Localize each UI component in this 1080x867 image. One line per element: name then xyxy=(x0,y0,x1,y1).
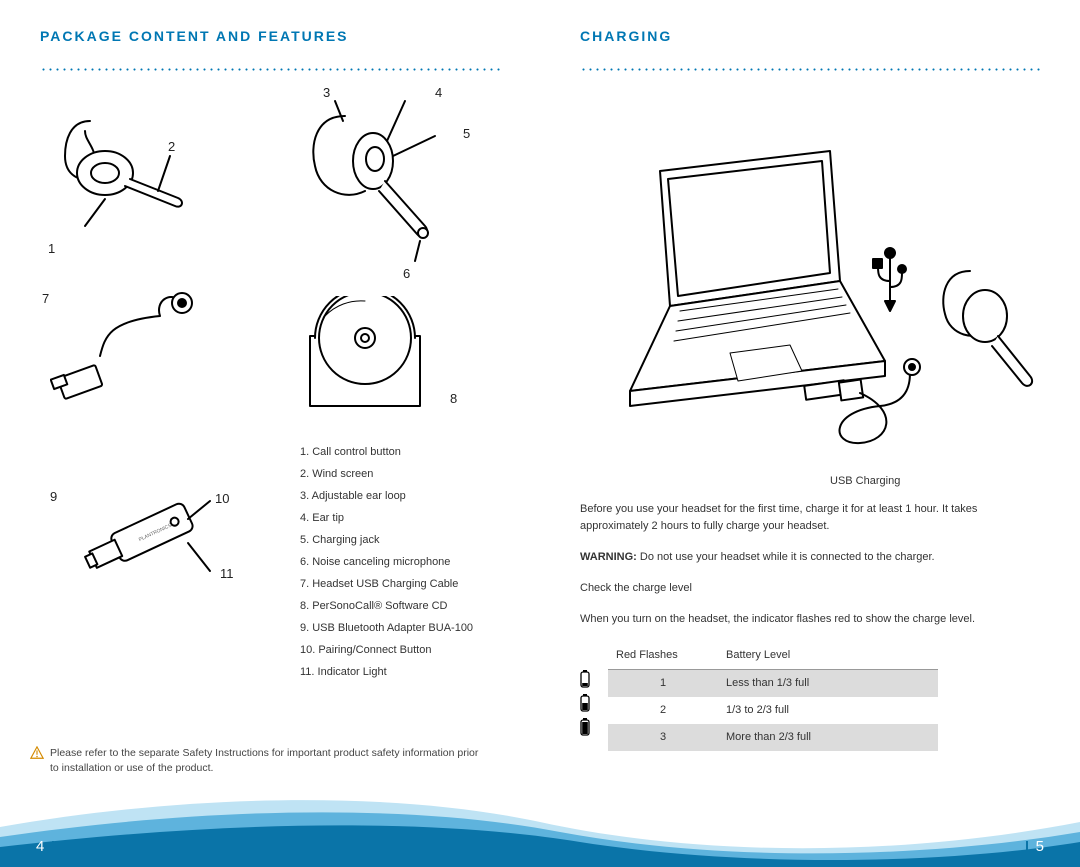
label-1: 1 xyxy=(48,241,55,256)
diagram-usb-cable: 7 xyxy=(50,281,210,416)
label-9: 9 xyxy=(50,489,57,504)
feature-item: 3. Adjustable ear loop xyxy=(300,485,473,507)
charge-table-wrap: Red Flashes Battery Level 1 Less than 1/… xyxy=(580,642,1040,751)
feature-item: 4. Ear tip xyxy=(300,507,473,529)
usb-charging-label: USB Charging xyxy=(830,475,900,487)
left-page: PACKAGE CONTENT AND FEATURES 1 2 xyxy=(0,0,540,867)
page-number-right: 5 xyxy=(1036,838,1044,855)
feature-list: 1. Call control button 2. Wind screen 3.… xyxy=(300,441,473,683)
diagram-headset-front: 3 4 5 6 xyxy=(285,91,455,296)
diagram-headset-side: 1 2 xyxy=(50,101,200,256)
safety-text: Please refer to the separate Safety Inst… xyxy=(50,746,490,778)
td-level: More than 2/3 full xyxy=(718,724,938,751)
warning-icon xyxy=(30,746,44,760)
feature-item: 8. PerSonoCall® Software CD xyxy=(300,595,473,617)
feature-item: 10. Pairing/Connect Button xyxy=(300,639,473,661)
charge-indicator-text: When you turn on the headset, the indica… xyxy=(580,611,1040,628)
page-number-left: 4 xyxy=(36,838,44,855)
check-charge-label: Check the charge level xyxy=(580,580,1040,597)
label-8: 8 xyxy=(450,391,457,406)
feature-item: 5. Charging jack xyxy=(300,529,473,551)
section-title-charging: CHARGING xyxy=(580,28,1040,71)
td-flashes: 1 xyxy=(608,670,718,698)
feature-item: 2. Wind screen xyxy=(300,463,473,485)
label-2: 2 xyxy=(168,139,175,154)
section-title-package: PACKAGE CONTENT AND FEATURES xyxy=(40,28,500,71)
feature-item: 7. Headset USB Charging Cable xyxy=(300,573,473,595)
charge-intro: Before you use your headset for the firs… xyxy=(580,501,1040,535)
safety-note: Please refer to the separate Safety Inst… xyxy=(30,746,490,778)
feature-item: 6. Noise canceling microphone xyxy=(300,551,473,573)
td-level: Less than 1/3 full xyxy=(718,670,938,698)
page-divider-icon xyxy=(52,841,54,853)
charge-level-table: Red Flashes Battery Level 1 Less than 1/… xyxy=(608,642,938,751)
charge-warning: WARNING: Do not use your headset while i… xyxy=(580,549,1040,566)
label-6: 6 xyxy=(403,266,410,281)
td-flashes: 3 xyxy=(608,724,718,751)
package-diagrams: 1 2 3 4 5 6 xyxy=(40,71,500,711)
label-11: 11 xyxy=(220,566,234,581)
td-flashes: 2 xyxy=(608,697,718,724)
right-page: CHARGING xyxy=(540,0,1080,867)
label-7: 7 xyxy=(42,291,49,306)
label-3: 3 xyxy=(323,85,330,100)
td-level: 1/3 to 2/3 full xyxy=(718,697,938,724)
page-divider-icon xyxy=(1026,841,1028,853)
battery-icon xyxy=(580,670,590,688)
label-5: 5 xyxy=(463,126,470,141)
th-flashes: Red Flashes xyxy=(608,642,718,670)
battery-icon xyxy=(580,718,590,736)
label-4: 4 xyxy=(435,85,442,100)
th-level: Battery Level xyxy=(718,642,938,670)
label-10: 10 xyxy=(215,491,229,506)
feature-item: 9. USB Bluetooth Adapter BUA-100 xyxy=(300,617,473,639)
charging-text: Before you use your headset for the firs… xyxy=(580,501,1040,751)
footer-wave xyxy=(0,787,1080,867)
diagram-cd: 8 xyxy=(300,296,430,421)
diagram-usb-adapter: PLANTRONICS 9 10 11 xyxy=(60,481,230,606)
feature-item: 11. Indicator Light xyxy=(300,661,473,683)
charging-illustration: USB Charging xyxy=(580,71,1040,441)
feature-item: 1. Call control button xyxy=(300,441,473,463)
battery-icon xyxy=(580,694,590,712)
